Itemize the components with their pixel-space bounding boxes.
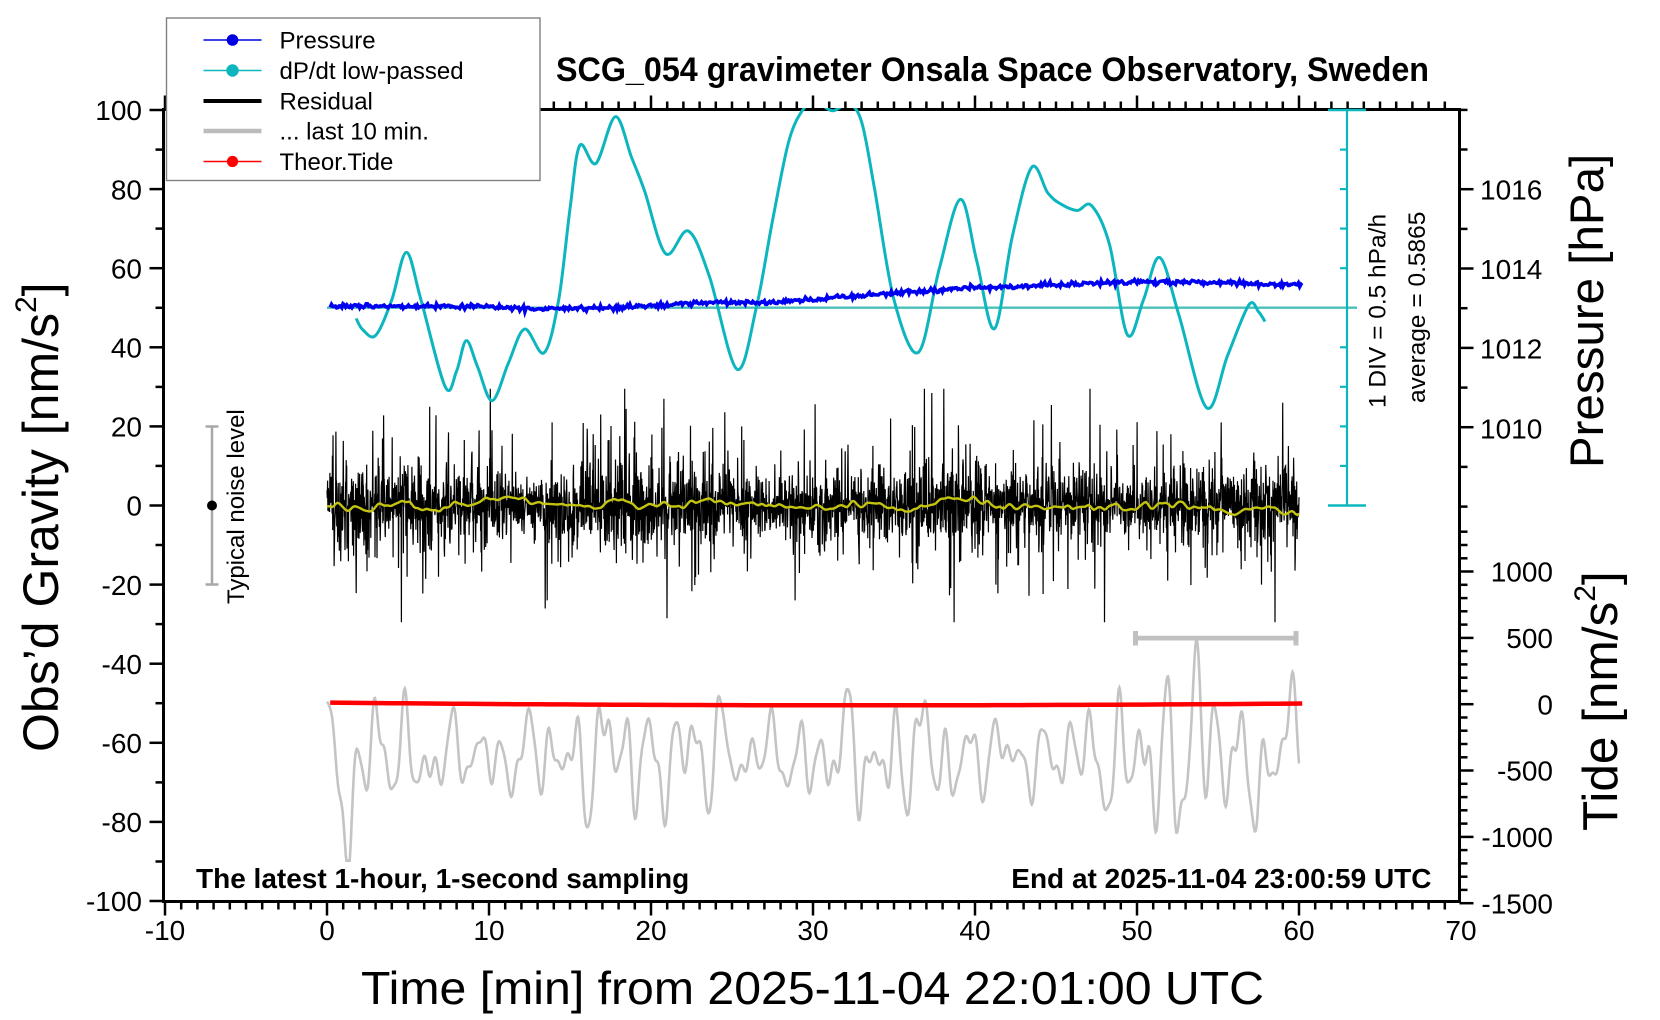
svg-text:Pressure [hPa]: Pressure [hPa] — [1561, 154, 1614, 468]
svg-text:Obs’d Gravity [nm/s2]: Obs’d Gravity [nm/s2] — [10, 282, 69, 752]
svg-text:dP/dt low-passed: dP/dt low-passed — [280, 58, 464, 85]
svg-text:End at 2025-11-04 23:00:59 UTC: End at 2025-11-04 23:00:59 UTC — [1011, 863, 1431, 894]
svg-text:1016: 1016 — [1480, 174, 1542, 205]
svg-text:0: 0 — [1537, 689, 1553, 720]
svg-text:1012: 1012 — [1480, 334, 1542, 365]
svg-text:Time [min] from 2025-11-04 22:: Time [min] from 2025-11-04 22:01:00 UTC — [361, 962, 1264, 1014]
svg-text:SCG_054 gravimeter Onsala Spac: SCG_054 gravimeter Onsala Space Observat… — [556, 51, 1429, 89]
svg-text:10: 10 — [473, 915, 504, 946]
svg-text:... last 10 min.: ... last 10 min. — [280, 119, 429, 146]
svg-text:1 DIV = 0.5 hPa/h: 1 DIV = 0.5 hPa/h — [1365, 214, 1392, 408]
svg-text:-1000: -1000 — [1481, 822, 1553, 853]
svg-text:40: 40 — [111, 333, 142, 364]
svg-text:-1500: -1500 — [1481, 888, 1553, 919]
svg-text:Theor.Tide: Theor.Tide — [280, 149, 394, 176]
svg-text:-60: -60 — [102, 728, 142, 759]
svg-text:-100: -100 — [86, 886, 142, 917]
svg-text:0: 0 — [126, 491, 142, 522]
svg-text:0: 0 — [319, 915, 335, 946]
svg-text:Residual: Residual — [280, 89, 373, 116]
svg-text:1014: 1014 — [1480, 254, 1542, 285]
svg-text:50: 50 — [1121, 915, 1152, 946]
svg-text:20: 20 — [635, 915, 666, 946]
svg-text:70: 70 — [1445, 915, 1476, 946]
svg-text:40: 40 — [959, 915, 990, 946]
svg-text:60: 60 — [1283, 915, 1314, 946]
svg-text:Typical noise level: Typical noise level — [223, 409, 250, 604]
svg-text:1010: 1010 — [1480, 413, 1542, 444]
svg-text:-10: -10 — [145, 915, 185, 946]
svg-text:80: 80 — [111, 174, 142, 205]
svg-text:-20: -20 — [102, 570, 142, 601]
svg-text:The latest 1-hour, 1-second sa: The latest 1-hour, 1-second sampling — [196, 863, 689, 894]
svg-text:100: 100 — [95, 95, 142, 126]
svg-text:average = 0.5865: average = 0.5865 — [1404, 212, 1431, 403]
svg-text:20: 20 — [111, 412, 142, 443]
svg-text:30: 30 — [797, 915, 828, 946]
svg-text:Tide [nm/s2]: Tide [nm/s2] — [1569, 571, 1628, 831]
svg-text:60: 60 — [111, 253, 142, 284]
svg-text:-80: -80 — [102, 807, 142, 838]
svg-text:500: 500 — [1506, 623, 1553, 654]
svg-text:-40: -40 — [102, 649, 142, 680]
svg-text:Pressure: Pressure — [280, 28, 376, 55]
svg-text:1000: 1000 — [1491, 557, 1553, 588]
svg-text:-500: -500 — [1497, 756, 1553, 787]
